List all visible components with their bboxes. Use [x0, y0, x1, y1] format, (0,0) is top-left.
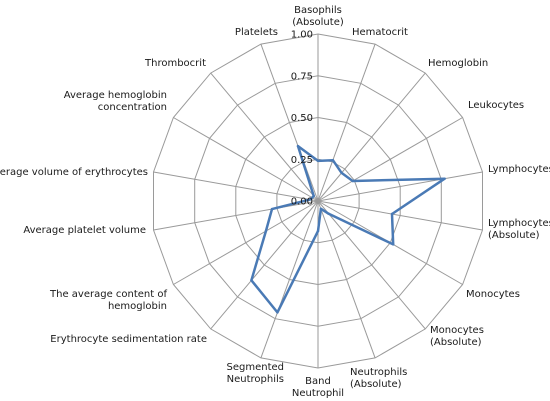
data-point [316, 159, 320, 163]
category-label: Monocytes [466, 289, 520, 300]
data-point [443, 177, 446, 180]
radial-ticks: 0.00 0.25 0.50 0.75 1.00 [291, 30, 313, 208]
category-labels: Basophils (Absolute) Hematocrit Hemoglobin L… [0, 5, 550, 399]
spoke-11 [210, 200, 319, 330]
spoke-13 [153, 200, 319, 231]
tick-label: 0.50 [291, 113, 313, 124]
spoke-14 [153, 171, 319, 202]
data-point [264, 229, 268, 233]
spoke-17 [260, 43, 319, 202]
category-label: Neutrophils (Absolute) [350, 367, 407, 390]
spoke-10 [260, 200, 319, 359]
data-point [316, 229, 320, 233]
tick-label: 0.75 [291, 71, 313, 82]
spoke-15 [173, 117, 319, 202]
category-label: Average platelet volume [23, 225, 146, 236]
data-point [351, 179, 354, 183]
category-label: Basophils (Absolute) [292, 5, 344, 28]
category-label: Platelets [235, 27, 278, 38]
spoke-4 [317, 171, 483, 202]
category-label: Monocytes (Absolute) [430, 325, 484, 348]
spoke-8 [317, 200, 376, 359]
category-label: Leukocytes [468, 100, 524, 111]
data-point [392, 243, 395, 246]
category-label: Hemoglobin [428, 58, 488, 69]
category-label: Average hemoglobin concentration [64, 90, 167, 113]
tick-label: 0.25 [291, 155, 313, 166]
spoke-16 [210, 72, 319, 202]
grid [153, 33, 483, 369]
data-point [311, 196, 314, 199]
category-label: Lymphocytes (Absolute) [488, 218, 550, 241]
category-label: Hematocrit [352, 27, 408, 38]
data-point [270, 207, 274, 211]
category-label: Segmented Neutrophils [227, 362, 285, 385]
data-point [331, 159, 335, 162]
data-point [340, 171, 343, 175]
category-label: Thrombocrit [144, 58, 206, 69]
data-point [312, 194, 315, 198]
spoke-1 [317, 43, 376, 202]
data-point [276, 311, 279, 314]
spoke-12 [173, 200, 319, 285]
data-point [319, 207, 323, 210]
spoke-3 [317, 117, 463, 202]
series [250, 144, 446, 314]
data-point [250, 279, 253, 282]
tick-label: 0.00 [291, 197, 313, 208]
data-point [390, 212, 394, 216]
category-label: Erythrocyte sedimentation rate [50, 334, 207, 345]
category-label: Average volume of erythrocytes [0, 167, 148, 178]
category-label: Band Neutrophil [292, 376, 344, 399]
spoke-2 [317, 72, 426, 202]
category-label: The average content of hemoglobin [49, 289, 167, 312]
spoke-7 [317, 200, 426, 330]
data-point [327, 212, 330, 215]
spoke-5 [317, 200, 483, 231]
category-label: Lymphocytes [488, 164, 550, 175]
data-point [308, 198, 311, 201]
tick-label: 1.00 [291, 30, 313, 41]
data-point [296, 144, 300, 148]
